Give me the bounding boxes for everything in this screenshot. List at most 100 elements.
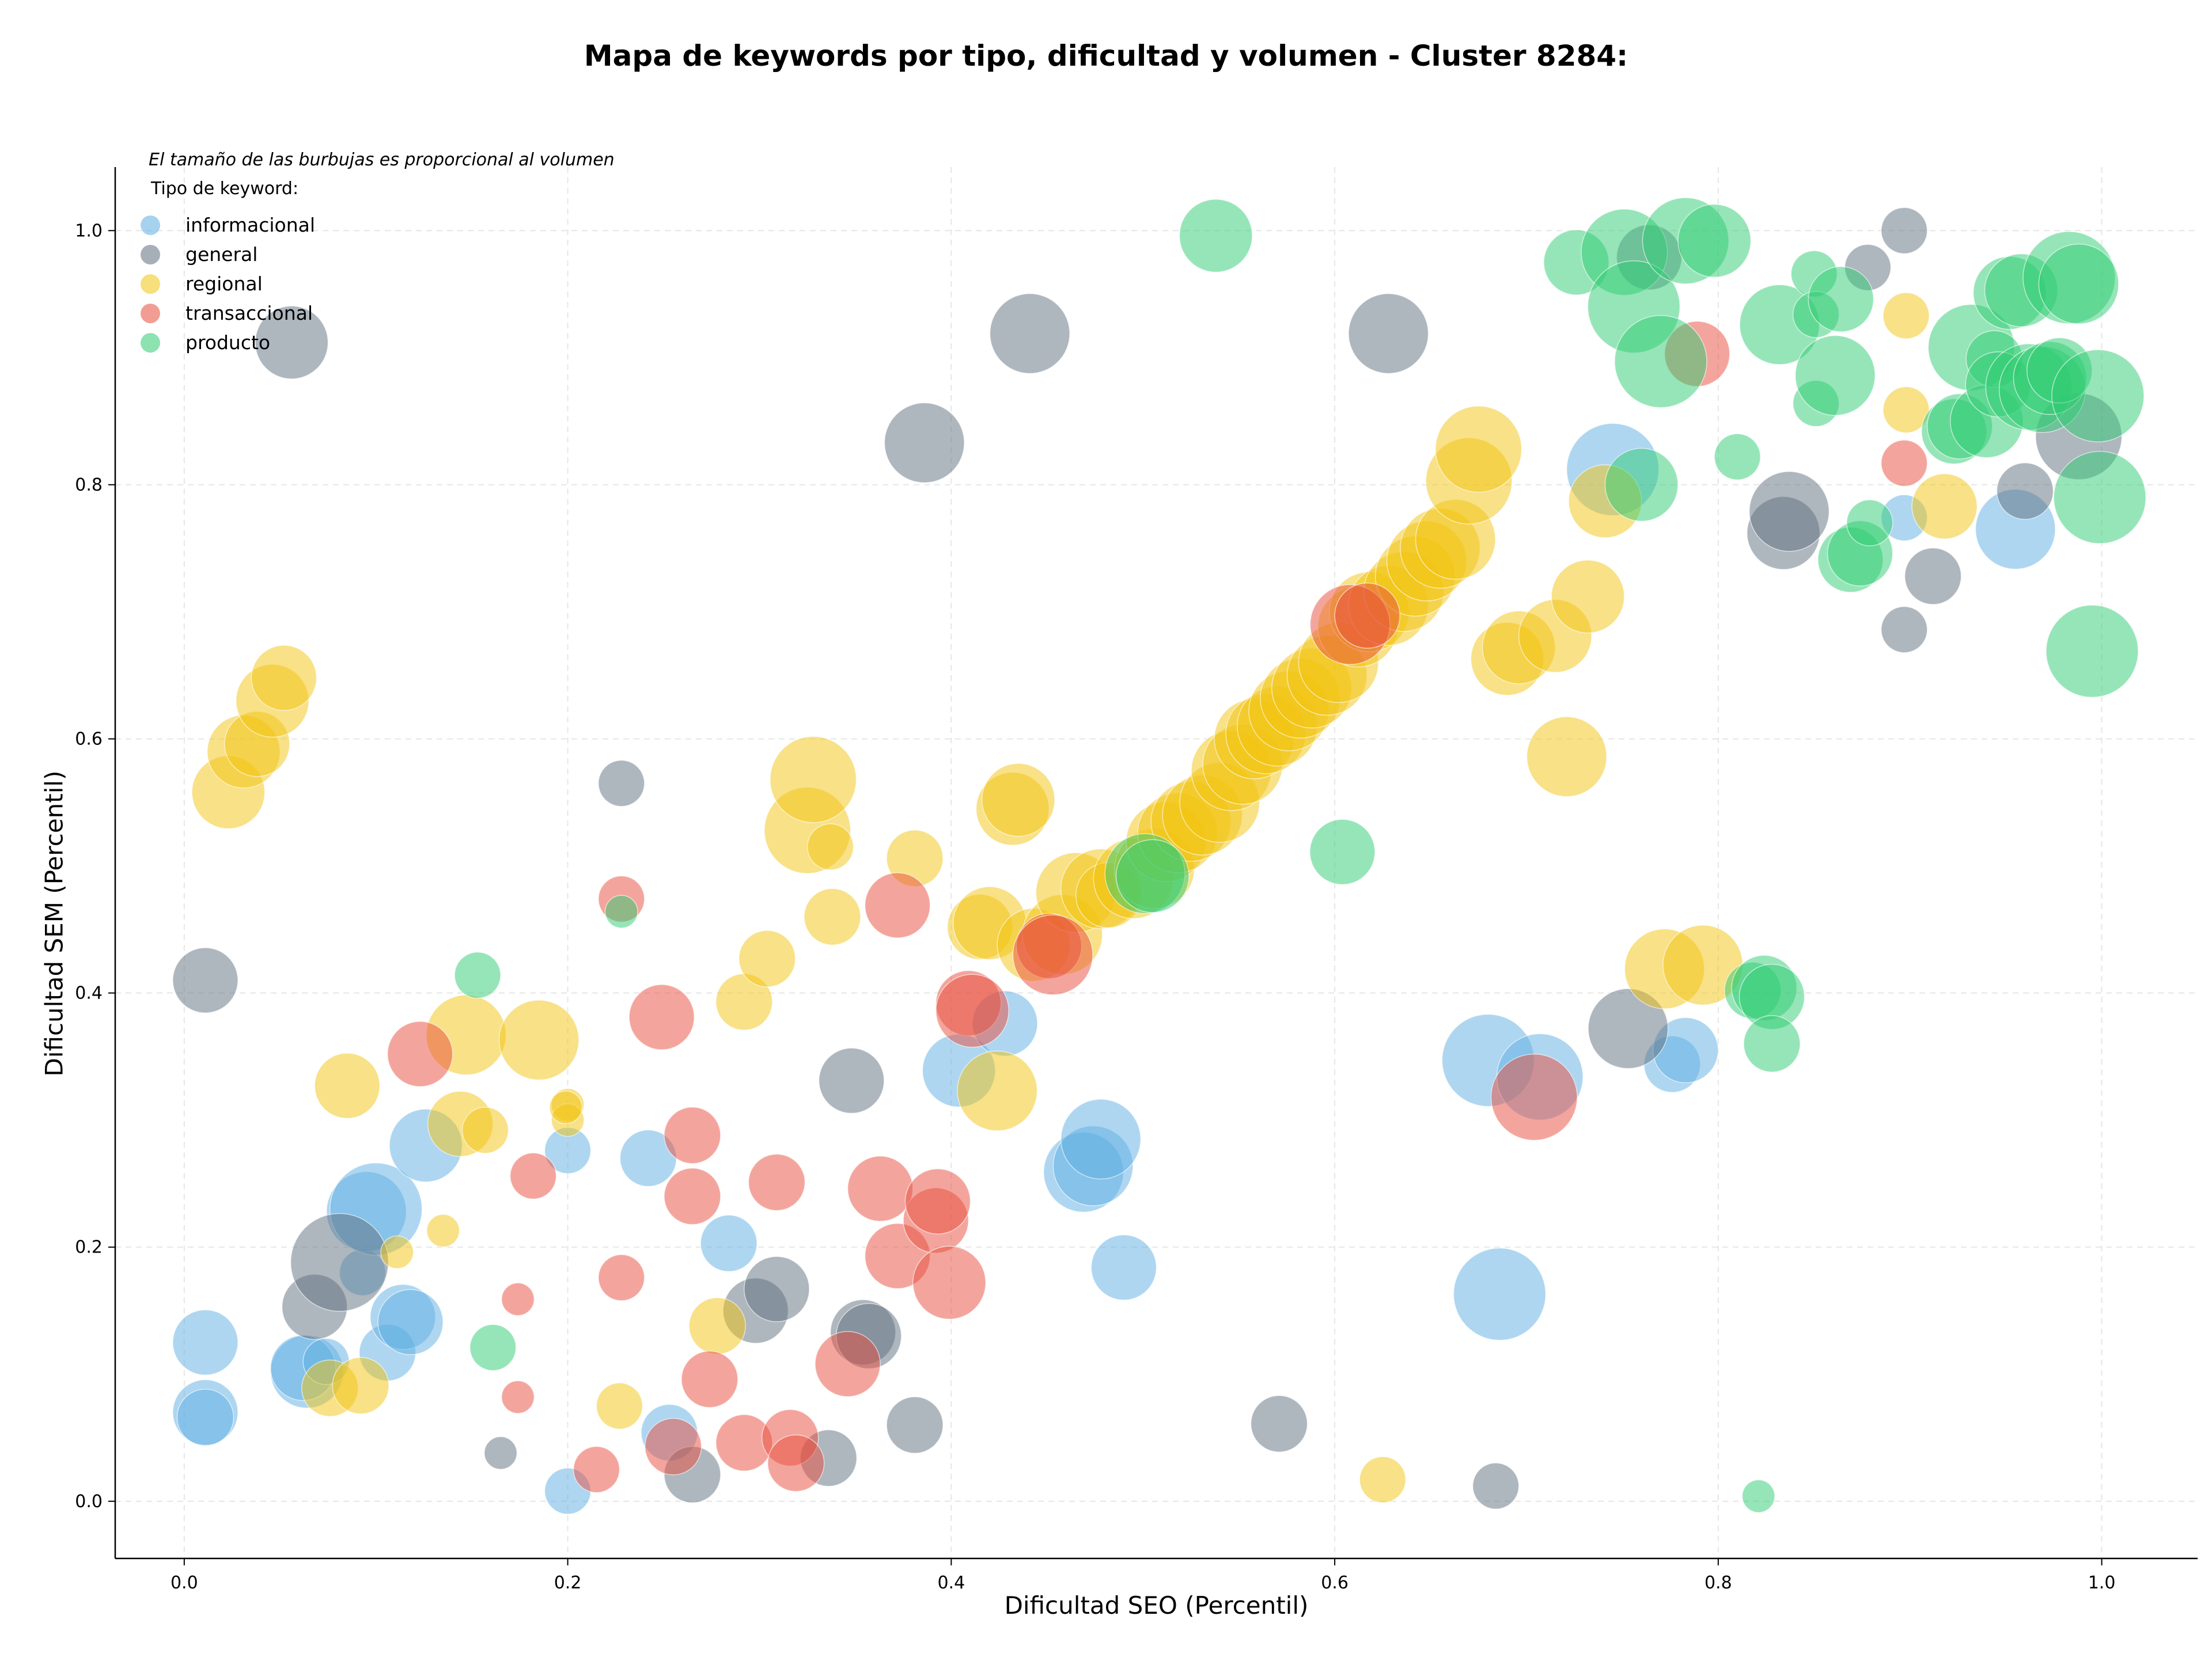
legend-label-producto: producto [185, 331, 271, 354]
bubble-regional [251, 645, 317, 711]
y-tick-label: 0.4 [75, 983, 103, 1004]
bubble-regional [596, 1382, 643, 1430]
bubble-transaccional [935, 974, 1009, 1048]
legend-item-producto: producto [135, 328, 315, 357]
bubble-informacional [1060, 1099, 1141, 1180]
bubble-producto [2053, 451, 2146, 544]
legend: Tipo de keyword: informacional general r… [135, 179, 315, 357]
x-tick-label: 0.0 [171, 1573, 198, 1593]
bubble-producto [1743, 1015, 1801, 1073]
bubble-regional [461, 1107, 509, 1154]
bubble-transaccional [1334, 582, 1400, 649]
bubble-regional [314, 1053, 381, 1119]
bubble-transaccional [1012, 914, 1093, 996]
bubble-general [484, 1436, 518, 1470]
y-axis-label: Dificultad SEM (Percentil) [40, 770, 69, 1077]
bubble-informacional [700, 1214, 757, 1272]
bubble-general [989, 293, 1070, 374]
bubble-general [884, 402, 965, 483]
bubble-transaccional [748, 1153, 806, 1211]
bubble-general [1588, 988, 1669, 1069]
bubble-producto [1115, 839, 1190, 913]
bubble-regional [549, 1091, 583, 1125]
bubble-producto [454, 951, 501, 999]
bubble-transaccional [912, 1246, 986, 1320]
bubble-general [1880, 207, 1928, 255]
bubble-transaccional [847, 1155, 914, 1222]
bubble-producto [604, 895, 638, 929]
bubble-transaccional [628, 984, 695, 1050]
bubble-general [255, 305, 329, 380]
bubble-producto [1714, 433, 1761, 480]
bubble-informacional [176, 1388, 234, 1446]
bubble-general [1472, 1462, 1520, 1510]
bubble-transaccional [387, 1021, 453, 1087]
legend-title: Tipo de keyword: [151, 179, 299, 199]
bubble-transaccional [1880, 440, 1928, 487]
bubble-producto [2051, 349, 2145, 442]
legend-label-general: general [185, 243, 258, 266]
bubble-regional [688, 1297, 746, 1355]
bubble-producto [1741, 1479, 1775, 1513]
bubble-regional [1526, 716, 1607, 797]
y-tick-label: 1.0 [75, 221, 103, 241]
legend-item-transaccional: transaccional [135, 298, 315, 328]
bubble-regional [738, 930, 796, 987]
bubble-producto [1604, 448, 1679, 522]
x-axis-ticks: 0.0 0.2 0.4 0.6 0.8 1.0 [171, 1558, 2115, 1593]
legend-label-informacional: informacional [185, 214, 316, 236]
bubble-producto [1794, 335, 1876, 416]
bubble-transaccional [864, 872, 931, 939]
bubble-producto [1808, 266, 1874, 332]
x-tick-label: 0.2 [554, 1573, 582, 1593]
bubble-informacional [1090, 1234, 1157, 1301]
y-tick-label: 0.0 [75, 1492, 103, 1512]
bubble-producto [1677, 203, 1752, 278]
legend-label-transaccional: transaccional [185, 302, 313, 324]
legend-marker-informacional [141, 215, 160, 235]
bubble-transaccional [664, 1167, 721, 1225]
bubble-general [172, 947, 238, 1013]
bubble-general [1996, 462, 2054, 520]
bubble-producto [2046, 604, 2139, 698]
bubble-regional [804, 888, 861, 945]
legend-marker-general [141, 244, 160, 264]
legend-marker-regional [141, 274, 160, 294]
legend-item-regional: regional [135, 269, 315, 298]
bubble-producto [1179, 199, 1253, 273]
bubble-general [1904, 547, 1962, 605]
bubble-size-note: El tamaño de las burbujas es proporciona… [149, 150, 615, 170]
bubble-regional [498, 1000, 579, 1081]
bubble-regional [806, 823, 854, 871]
bubble-regional [332, 1357, 389, 1414]
x-tick-label: 0.4 [937, 1573, 965, 1593]
bubble-transaccional [664, 1106, 721, 1164]
bubble-general [886, 1396, 944, 1454]
bubble-regional [426, 1213, 460, 1248]
x-tick-label: 0.6 [1321, 1573, 1349, 1593]
legend-marker-producto [141, 332, 160, 353]
bubble-regional [1911, 473, 1978, 540]
bubble-general [818, 1047, 885, 1114]
bubble-transaccional [598, 1254, 645, 1301]
y-tick-label: 0.8 [75, 475, 103, 495]
bubble-informacional [377, 1289, 444, 1356]
y-tick-label: 0.6 [75, 729, 103, 749]
bubble-regional [1435, 406, 1522, 493]
bubble-general [1348, 293, 1429, 374]
bubble-regional [981, 763, 1055, 837]
bubble-transaccional [644, 1418, 702, 1475]
bubble-informacional [172, 1309, 238, 1376]
bubbles [172, 197, 2146, 1515]
bubble-regional [957, 1050, 1038, 1132]
bubble-regional [380, 1235, 414, 1269]
bubble-regional [1359, 1456, 1407, 1504]
x-axis-label: Dificultad SEO (Percentil) [1004, 1591, 1309, 1620]
bubble-producto [1309, 819, 1376, 886]
bubble-transaccional [681, 1350, 738, 1408]
bubble-general [744, 1256, 810, 1322]
bubble-transaccional [815, 1331, 881, 1397]
bubble-transaccional [501, 1282, 535, 1316]
x-tick-label: 0.8 [1705, 1573, 1732, 1593]
